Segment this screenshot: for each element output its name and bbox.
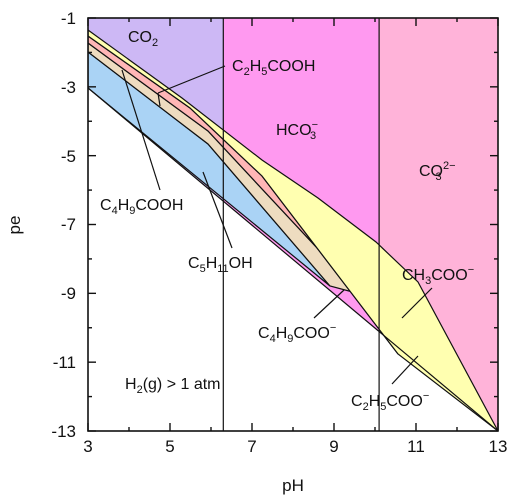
leader-lines xyxy=(121,65,433,385)
c4h9coo-label: C4H9COO− xyxy=(258,322,336,345)
h2-boundary-line xyxy=(88,87,498,431)
x-axis-label: pH xyxy=(282,476,304,495)
c2h5coo-leader xyxy=(391,355,419,385)
hco3-label: HCO− 3 xyxy=(276,119,318,142)
co3-label: CO2− 3 xyxy=(419,160,456,183)
x-tick-label: 7 xyxy=(247,437,256,456)
co2-label: CO2 xyxy=(128,29,158,49)
y-tick-label: -13 xyxy=(51,422,76,441)
ch3coo-leader xyxy=(401,287,433,319)
x-tick-label: 13 xyxy=(489,437,508,456)
x-tick-label: 3 xyxy=(83,437,92,456)
c2h5cooh-leader-tick xyxy=(157,92,161,107)
c2h5cooh-label: C2H5COOH xyxy=(232,58,315,78)
c5h11oh-leader xyxy=(202,171,233,249)
c2h5cooh-leader xyxy=(157,65,226,94)
y-tick-label: -7 xyxy=(61,215,76,234)
y-tick-label: -3 xyxy=(61,78,76,97)
x-tick-label: 11 xyxy=(407,437,425,456)
y-axis-label: pe xyxy=(5,216,24,235)
c5h11oh-label: C5H11OH xyxy=(188,255,253,275)
y-tick-labels: -1 -3 -5 -7 -9 -11 -13 xyxy=(51,9,76,441)
y-tick-label: -5 xyxy=(61,147,76,166)
c2h5coo-label: C2H5COO− xyxy=(351,390,429,413)
x-tick-label: 9 xyxy=(329,437,338,456)
c4h9cooh-leader xyxy=(121,69,161,191)
x-tick-labels: 3 5 7 9 11 13 xyxy=(83,437,507,456)
c4h9coo-leader xyxy=(313,289,345,319)
y-tick-label: -1 xyxy=(61,9,76,28)
h2-label: H2(g) > 1 atm xyxy=(125,376,221,396)
acetate-band xyxy=(88,29,498,431)
ch3coo-label: CH3COO− xyxy=(402,264,474,287)
x-tick-label: 5 xyxy=(165,437,174,456)
axis-ticks xyxy=(87,17,499,432)
c4h9cooh-label: C4H9COOH xyxy=(100,197,183,217)
y-tick-label: -9 xyxy=(61,284,76,303)
y-tick-label: -11 xyxy=(53,353,76,372)
